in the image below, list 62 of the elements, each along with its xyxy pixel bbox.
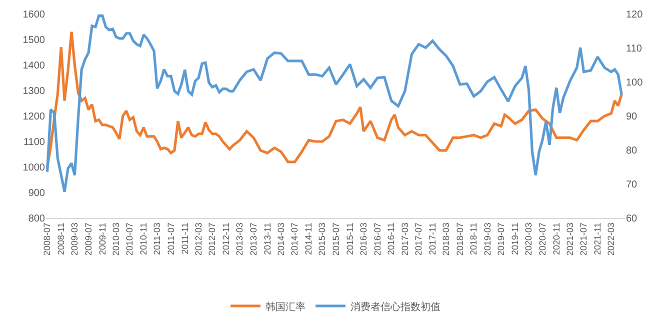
y-tick-label: 1200: [22, 112, 46, 122]
x-tick-label: 2021-03: [564, 222, 575, 256]
x-tick-label: 2013-11: [262, 222, 272, 255]
line-series: [46, 14, 623, 194]
x-tick-label: 2017-03: [400, 222, 410, 256]
y-tick-label: 1000: [22, 162, 46, 174]
y-tick-label: 1500: [22, 35, 46, 46]
x-tick-label: 2011-03: [152, 222, 162, 255]
y2-tick-label: 70: [626, 180, 638, 190]
y-tick-label: 1300: [22, 86, 46, 97]
x-tick-label: 2019-03: [482, 222, 492, 256]
x-tick-label: 2019-11: [510, 222, 520, 255]
x-tick-label: 2016-03: [358, 222, 369, 256]
y-tick-label: 1100: [23, 137, 46, 148]
x-tick-label: 2011-07: [166, 222, 176, 255]
x-tick-label: 2018-11: [468, 222, 479, 255]
x-tick-label: 2020-03: [524, 222, 534, 256]
x-tick-label: 2020-11: [551, 222, 562, 255]
y-tick-label: 900: [28, 188, 46, 199]
x-tick-label: 2022-03: [606, 222, 616, 256]
x-tick-label: 2017-11: [427, 222, 438, 255]
x-tick-label: 2018-03: [441, 222, 452, 256]
x-tick-label: 2009-03: [70, 222, 80, 256]
x-tick-label: 2019-07: [496, 222, 506, 256]
legend-label: 韩国汇率: [266, 300, 306, 313]
y2-tick-label: 100: [626, 78, 644, 88]
x-tick-label: 2012-03: [193, 222, 204, 256]
y2-tick-label: 90: [626, 112, 638, 122]
x-tick-label: 2010-07: [124, 222, 135, 256]
x-tick-label: 2015-11: [344, 222, 355, 255]
y2-tick-label: 110: [626, 44, 642, 54]
x-tick-label: 2013-03: [234, 222, 245, 256]
x-tick-label: 2009-11: [97, 222, 108, 255]
y-tick-label: 1400: [22, 60, 46, 72]
y2-tick-label: 60: [626, 214, 638, 224]
x-tick-label: 2015-03: [317, 222, 328, 256]
x-tick-label: 2010-03: [110, 222, 121, 256]
x-tick-label: 2016-07: [372, 222, 382, 256]
x-tick-label: 2017-07: [414, 222, 424, 256]
x-tick-label: 2012-11: [221, 222, 232, 255]
x-tick-label: 2014-11: [304, 222, 314, 255]
x-tick-label: 2012-07: [207, 222, 218, 256]
line-series: [46, 30, 623, 168]
x-tick-label: 2010-11: [138, 222, 149, 255]
x-tick-label: 2011-11: [180, 222, 190, 254]
x-tick-label: 2021-07: [578, 222, 589, 256]
y2-tick-label: 80: [626, 146, 638, 156]
x-tick-label: 2016-11: [386, 222, 396, 255]
y2-tick-label: 120: [626, 10, 644, 20]
legend-label: 消费者信心指数初值: [350, 300, 440, 313]
x-tick-label: 2014-07: [290, 222, 300, 256]
y-tick-label: 1600: [22, 10, 46, 20]
x-tick-label: 2018-07: [454, 222, 465, 256]
x-tick-label: 2020-07: [537, 222, 548, 256]
x-tick-label: 2009-07: [83, 222, 94, 256]
x-tick-label: 2013-07: [248, 222, 259, 256]
x-tick-label: 2014-03: [276, 222, 286, 256]
y-tick-label: 800: [28, 214, 46, 224]
x-tick-label: 2008-07: [42, 222, 52, 256]
x-tick-label: 2015-07: [330, 222, 341, 256]
x-tick-label: 2021-11: [592, 222, 603, 255]
x-tick-label: 2008-11: [56, 222, 66, 255]
